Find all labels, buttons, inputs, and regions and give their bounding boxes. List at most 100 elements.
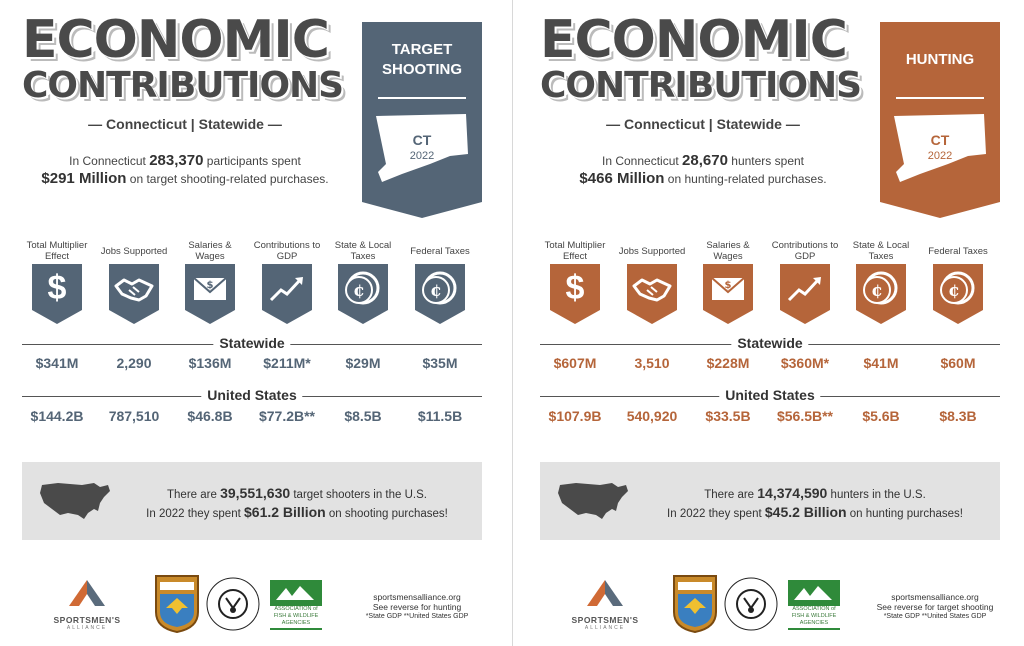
us-summary-box: There are 14,374,590 hunters in the U.S.… <box>540 462 1000 540</box>
banner-year: 2022 <box>409 150 435 162</box>
us-summary-line-2: In 2022 they spent $45.2 Billion on hunt… <box>640 504 990 520</box>
us-box-pre: There are <box>704 489 755 501</box>
usa-map-icon <box>40 483 110 519</box>
category-label: Total Multiplier Effect <box>544 240 606 262</box>
afwa-text: ASSOCIATION of FISH & WILDLIFE AGENCIES <box>273 606 319 626</box>
title-line-1: ECONOMIC <box>540 10 848 70</box>
trend-up-icon <box>262 264 312 324</box>
banner-line-2: SHOOTING <box>381 61 462 78</box>
us-summary-line-2: In 2022 they spent $61.2 Billion on shoo… <box>122 504 472 520</box>
statewide-value: $29M <box>345 355 381 371</box>
category-label: Contributions to GDP <box>253 240 321 262</box>
us-box-mid: target shooters in the U.S. <box>293 489 427 501</box>
afwa-text: ASSOCIATION of FISH & WILDLIFE AGENCIES <box>791 606 837 626</box>
us-value: 540,920 <box>626 408 678 424</box>
main-title: ECONOMIC CONTRIBUTIONS <box>22 14 352 104</box>
us-box-count: 39,551,630 <box>220 485 291 501</box>
statewide-value: $228M <box>706 355 750 371</box>
footer-text: sportsmensalliance.org See reverse for hu… <box>342 592 492 622</box>
intro-count: 283,370 <box>149 152 204 169</box>
us-summary-box: There are 39,551,630 target shooters in … <box>22 462 482 540</box>
intro-pre: In Connecticut <box>601 154 679 168</box>
us-values: $107.9B 540,920 $33.5B $56.5B** $5.6B $8.3B <box>540 408 1000 428</box>
statewide-label: Statewide <box>731 335 809 351</box>
footer-reverse: See reverse for target shooting <box>876 602 994 612</box>
title-line-1: ECONOMIC <box>22 10 330 70</box>
footer-note: *State GDP **United States GDP <box>883 613 987 620</box>
footer-reverse: See reverse for hunting <box>372 602 462 612</box>
category-label: Total Multiplier Effect <box>26 240 88 262</box>
category-label: Contributions to GDP <box>771 240 839 262</box>
us-value: 787,510 <box>108 408 160 424</box>
svg-text:¢: ¢ <box>948 281 960 301</box>
intro-pre: In Connecticut <box>69 154 146 168</box>
statewide-value: $607M <box>553 355 597 371</box>
category-icons: Total Multiplier Effect $ Jobs Supported Sa… <box>22 238 482 328</box>
category-label: Federal Taxes <box>928 245 988 257</box>
category-2: Salaries & Wages $ <box>175 238 245 324</box>
statewide-value: 2,290 <box>116 355 152 371</box>
usa-map-icon <box>558 483 628 519</box>
category-label: Federal Taxes <box>410 245 470 257</box>
dollar-icon: $ <box>32 264 82 324</box>
handshake-icon <box>627 264 677 324</box>
us-box-line2-pre: In 2022 they spent <box>146 508 241 520</box>
statewide-value: $211M* <box>263 355 311 371</box>
banner-title: HUNTING <box>880 40 1000 70</box>
connecticut-map-icon <box>894 114 986 182</box>
statewide-value: $35M <box>422 355 458 371</box>
afwa-logo: ASSOCIATION of FISH & WILDLIFE AGENCIES <box>268 578 324 634</box>
us-box-amount: $45.2 Billion <box>764 504 847 520</box>
us-box-line2-post: on hunting purchases! <box>849 508 963 520</box>
category-label: Salaries & Wages <box>188 240 232 262</box>
sportsmens-name: SPORTSMEN'S <box>53 615 121 625</box>
us-box-line2-pre: In 2022 they spent <box>667 508 762 520</box>
us-box-line2-post: on shooting purchases! <box>328 508 448 520</box>
sportsmens-sub: ALLIANCE <box>584 625 626 631</box>
category-label: Jobs Supported <box>618 245 686 257</box>
intro-mid: hunters spent <box>731 154 804 168</box>
intro-count: 28,670 <box>682 152 728 169</box>
category-label: State & Local Taxes <box>334 240 392 262</box>
category-0: Total Multiplier Effect $ <box>540 238 610 324</box>
us-label: United States <box>201 387 303 403</box>
footer: SPORTSMEN'S ALLIANCE ASSOCIATION of FISH &… <box>540 572 1010 638</box>
svg-text:$: $ <box>725 280 732 291</box>
category-2: Salaries & Wages $ <box>693 238 763 324</box>
coins-icon: ¢ <box>933 264 983 324</box>
us-value: $5.6B <box>862 408 900 424</box>
statewide-label: Statewide <box>213 335 291 351</box>
category-label: Jobs Supported <box>100 245 168 257</box>
banner-divider <box>378 97 466 99</box>
dollar-icon: $ <box>550 264 600 324</box>
fish-wildlife-service-badge-icon <box>672 574 718 634</box>
banner-title: TARGET SHOOTING <box>362 40 482 80</box>
us-box-count: 14,374,590 <box>757 485 828 501</box>
category-3: Contributions to GDP <box>252 238 322 324</box>
sportsmens-alliance-logo: SPORTSMEN'S ALLIANCE <box>570 578 640 631</box>
hunting-panel: ECONOMIC CONTRIBUTIONS — Connecticut | Sta… <box>518 0 1024 646</box>
svg-text:¢: ¢ <box>871 281 883 301</box>
category-icons: Total Multiplier Effect $ Jobs Supported Sa… <box>540 238 1000 328</box>
statewide-header: Statewide <box>540 335 1000 352</box>
footer-site-link[interactable]: sportsmensalliance.org <box>373 592 461 602</box>
us-value: $56.5B** <box>776 408 834 424</box>
sportsmens-name: SPORTSMEN'S <box>571 615 639 625</box>
svg-text:¢: ¢ <box>353 281 365 301</box>
statewide-values: $607M 3,510 $228M $360M* $41M $60M <box>540 355 1000 375</box>
svg-text:$: $ <box>207 280 214 291</box>
us-box-mid: hunters in the U.S. <box>830 489 926 501</box>
us-value: $144.2B <box>30 408 84 424</box>
intro-text: In Connecticut 283,370 participants spen… <box>20 152 350 188</box>
banner-state: CT <box>930 132 950 148</box>
us-value: $8.5B <box>344 408 382 424</box>
us-header: United States <box>22 387 482 404</box>
footer: SPORTSMEN'S ALLIANCE ASSOCIATION of FISH &… <box>22 572 492 638</box>
title-line-2: CONTRIBUTIONS <box>540 65 862 106</box>
footer-text: sportsmensalliance.org See reverse for ta… <box>860 592 1010 622</box>
footer-site-link[interactable]: sportsmensalliance.org <box>891 592 979 602</box>
title-line-2: CONTRIBUTIONS <box>22 65 344 106</box>
category-4: State & Local Taxes ¢ <box>846 238 916 324</box>
page-divider <box>512 0 513 646</box>
statewide-value: $341M <box>35 355 79 371</box>
